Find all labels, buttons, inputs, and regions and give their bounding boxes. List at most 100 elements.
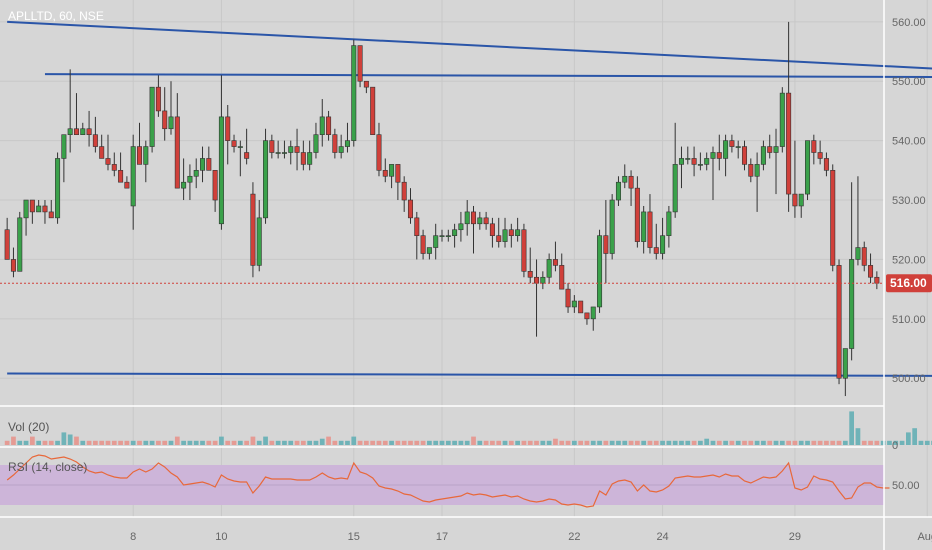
candle[interactable] [136, 122, 143, 165]
candle[interactable] [760, 140, 766, 171]
candle[interactable] [61, 134, 67, 183]
candle[interactable] [622, 164, 628, 189]
candle[interactable] [754, 152, 760, 212]
candle[interactable] [401, 176, 407, 212]
support-line[interactable] [7, 372, 932, 377]
candle[interactable] [540, 271, 546, 290]
candle[interactable] [307, 140, 313, 171]
candle[interactable] [552, 241, 558, 272]
candle[interactable] [414, 211, 420, 260]
candle[interactable] [805, 140, 811, 201]
candle[interactable] [483, 211, 489, 230]
candle[interactable] [313, 122, 319, 159]
candle[interactable] [124, 176, 130, 189]
candle[interactable] [823, 152, 829, 177]
candle[interactable] [521, 223, 527, 278]
candle[interactable] [502, 217, 508, 248]
candle[interactable] [691, 146, 697, 177]
candle[interactable] [105, 134, 111, 171]
candle[interactable] [445, 229, 451, 242]
candle[interactable] [42, 200, 48, 224]
candle[interactable] [250, 182, 256, 278]
candle[interactable] [584, 312, 590, 325]
candle[interactable] [218, 75, 224, 230]
candle[interactable] [773, 128, 779, 195]
candle[interactable] [710, 146, 716, 201]
candle[interactable] [92, 116, 98, 153]
candle[interactable] [489, 217, 495, 248]
candle[interactable] [225, 104, 231, 165]
candle[interactable] [200, 146, 206, 183]
candle[interactable] [363, 80, 369, 94]
candle[interactable] [798, 193, 804, 218]
candle[interactable] [351, 39, 357, 147]
candle[interactable] [143, 140, 149, 183]
candle[interactable] [332, 128, 338, 159]
candle[interactable] [168, 81, 174, 135]
candle[interactable] [193, 158, 199, 189]
candle[interactable] [704, 152, 710, 171]
candle[interactable] [571, 295, 577, 313]
candle[interactable] [723, 134, 729, 177]
candle[interactable] [395, 164, 401, 201]
candle[interactable] [779, 87, 785, 153]
candle[interactable] [389, 164, 395, 189]
candle[interactable] [578, 300, 584, 314]
candle[interactable] [407, 188, 413, 224]
candle[interactable] [17, 211, 23, 272]
candle[interactable] [855, 176, 861, 266]
candle[interactable] [615, 176, 621, 206]
candle[interactable] [181, 158, 187, 201]
candle[interactable] [716, 134, 722, 171]
candle[interactable] [263, 128, 269, 224]
candle[interactable] [67, 69, 73, 153]
candle[interactable] [294, 128, 300, 171]
candle[interactable] [565, 283, 571, 313]
candle[interactable] [786, 21, 792, 212]
candle[interactable] [80, 122, 86, 135]
candle[interactable] [672, 122, 678, 218]
candle[interactable] [300, 140, 306, 171]
candle[interactable] [546, 253, 552, 284]
candle[interactable] [609, 194, 615, 260]
candle[interactable] [237, 140, 243, 177]
candle[interactable] [256, 200, 262, 272]
candle[interactable] [590, 306, 596, 331]
candle[interactable] [55, 152, 61, 224]
candle[interactable] [288, 140, 294, 165]
candle[interactable] [527, 247, 533, 284]
candle[interactable] [99, 134, 105, 159]
candle[interactable] [439, 229, 445, 242]
candle[interactable] [269, 134, 275, 159]
candle[interactable] [729, 134, 735, 153]
candle[interactable] [155, 75, 161, 117]
candle[interactable] [458, 211, 464, 242]
candle[interactable] [836, 259, 842, 385]
candle[interactable] [741, 140, 748, 171]
candle[interactable] [275, 140, 281, 159]
candle[interactable] [868, 253, 874, 284]
candle[interactable] [811, 134, 817, 165]
candle[interactable] [420, 229, 426, 260]
candle[interactable] [660, 217, 666, 260]
candle[interactable] [678, 146, 684, 189]
candle[interactable] [118, 152, 124, 183]
candle[interactable] [603, 200, 609, 284]
candle[interactable] [281, 140, 287, 159]
candle[interactable] [515, 217, 521, 242]
candle[interactable] [326, 110, 332, 141]
candle[interactable] [344, 122, 350, 153]
candle[interactable] [477, 211, 483, 230]
candle[interactable] [433, 223, 439, 260]
candle[interactable] [86, 110, 92, 147]
candle[interactable] [830, 164, 836, 272]
candle[interactable] [597, 229, 603, 313]
candle[interactable] [73, 93, 79, 135]
candle[interactable] [508, 223, 514, 248]
candle[interactable] [130, 134, 136, 230]
candle[interactable] [697, 152, 703, 171]
candle[interactable] [817, 140, 823, 165]
candle[interactable] [861, 241, 867, 272]
upper-descending-trendline[interactable] [7, 20, 932, 70]
resistance-line[interactable] [44, 73, 932, 79]
